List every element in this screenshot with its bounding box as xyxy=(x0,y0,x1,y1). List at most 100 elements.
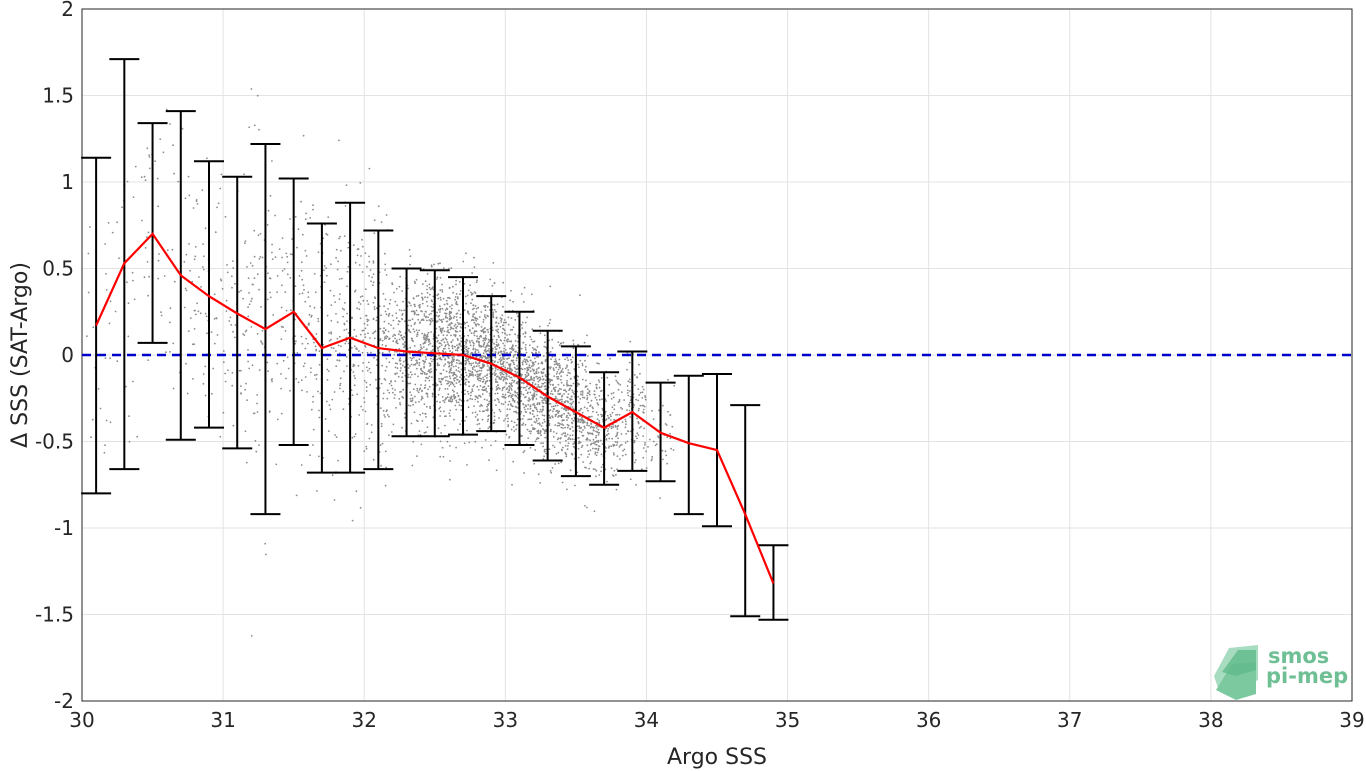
scatter-point xyxy=(363,450,366,453)
scatter-point xyxy=(346,285,348,288)
scatter-point xyxy=(558,366,561,369)
scatter-point xyxy=(415,367,418,370)
scatter-point xyxy=(398,285,401,288)
scatter-point xyxy=(458,371,461,373)
scatter-point xyxy=(220,173,223,176)
scatter-point xyxy=(540,372,543,375)
scatter-point xyxy=(400,390,402,393)
scatter-point xyxy=(460,337,463,339)
scatter-point xyxy=(495,316,498,319)
y-tick-label: -2 xyxy=(54,689,74,713)
scatter-point xyxy=(565,416,568,418)
scatter-point xyxy=(508,366,511,368)
scatter-point xyxy=(634,461,636,464)
scatter-point xyxy=(372,318,375,321)
scatter-point xyxy=(425,335,428,338)
scatter-point xyxy=(317,317,320,320)
scatter-point xyxy=(417,318,420,321)
scatter-point xyxy=(616,441,619,444)
scatter-point xyxy=(258,258,261,260)
scatter-point xyxy=(476,376,479,378)
scatter-point xyxy=(485,380,487,383)
scatter-point xyxy=(450,326,452,328)
scatter-point xyxy=(191,343,194,346)
scatter-point xyxy=(472,304,475,307)
scatter-point xyxy=(418,430,421,432)
scatter-point xyxy=(251,364,254,367)
y-tick-label: 1 xyxy=(61,170,74,194)
scatter-point xyxy=(562,427,564,429)
scatter-point xyxy=(468,374,471,377)
scatter-point xyxy=(256,402,258,405)
scatter-point xyxy=(351,347,353,349)
scatter-point xyxy=(484,375,486,377)
scatter-point xyxy=(256,273,259,276)
scatter-point xyxy=(543,385,546,388)
scatter-point xyxy=(439,296,442,299)
scatter-point xyxy=(247,349,249,351)
scatter-point xyxy=(448,347,450,350)
scatter-point xyxy=(471,292,474,295)
scatter-point xyxy=(478,410,481,412)
scatter-point xyxy=(444,376,446,378)
scatter-point xyxy=(362,362,365,364)
scatter-point xyxy=(544,436,547,439)
scatter-point xyxy=(477,418,479,421)
scatter-point xyxy=(397,320,400,322)
scatter-point xyxy=(606,434,609,436)
scatter-point xyxy=(467,353,469,356)
y-tick-label: 1.5 xyxy=(42,84,74,108)
scatter-point xyxy=(597,428,600,431)
scatter-point xyxy=(445,397,448,400)
scatter-point xyxy=(530,430,532,433)
scatter-point xyxy=(395,406,397,409)
scatter-point xyxy=(202,373,205,375)
scatter-point xyxy=(507,424,510,426)
scatter-point xyxy=(590,422,593,425)
scatter-point xyxy=(511,483,513,486)
scatter-point xyxy=(453,371,456,374)
scatter-point xyxy=(428,338,430,341)
scatter-point xyxy=(486,409,489,412)
scatter-point xyxy=(326,233,329,236)
scatter-point xyxy=(486,408,489,411)
scatter-point xyxy=(409,382,412,385)
scatter-point xyxy=(468,385,471,388)
scatter-point xyxy=(482,376,485,379)
scatter-point xyxy=(487,344,490,347)
scatter-point xyxy=(542,402,545,404)
scatter-point xyxy=(301,342,304,345)
scatter-point xyxy=(441,446,444,449)
scatter-point xyxy=(341,277,343,280)
scatter-point xyxy=(426,426,429,428)
scatter-point xyxy=(487,365,489,367)
scatter-point xyxy=(508,333,511,336)
scatter-point xyxy=(329,289,332,292)
scatter-point xyxy=(524,346,527,349)
scatter-point xyxy=(494,356,497,359)
scatter-point xyxy=(578,401,580,404)
scatter-point xyxy=(402,300,404,303)
scatter-point xyxy=(423,371,426,374)
scatter-point xyxy=(492,313,495,316)
scatter-point xyxy=(526,375,528,377)
scatter-point xyxy=(499,317,502,319)
logo-icon xyxy=(1214,645,1258,700)
scatter-point xyxy=(472,347,475,350)
scatter-point xyxy=(384,484,387,487)
scatter-point xyxy=(495,310,497,313)
scatter-point xyxy=(569,387,572,390)
scatter-point xyxy=(221,287,224,290)
scatter-point xyxy=(629,401,631,404)
scatter-point xyxy=(486,349,489,352)
scatter-point xyxy=(595,427,598,429)
scatter-point xyxy=(202,268,205,271)
scatter-point xyxy=(396,339,398,342)
scatter-point xyxy=(598,362,600,365)
scatter-point xyxy=(372,273,375,275)
scatter-point xyxy=(387,330,390,333)
scatter-point xyxy=(401,364,404,367)
scatter-point xyxy=(373,219,376,222)
scatter-point xyxy=(365,390,368,392)
scatter-point xyxy=(347,246,350,249)
